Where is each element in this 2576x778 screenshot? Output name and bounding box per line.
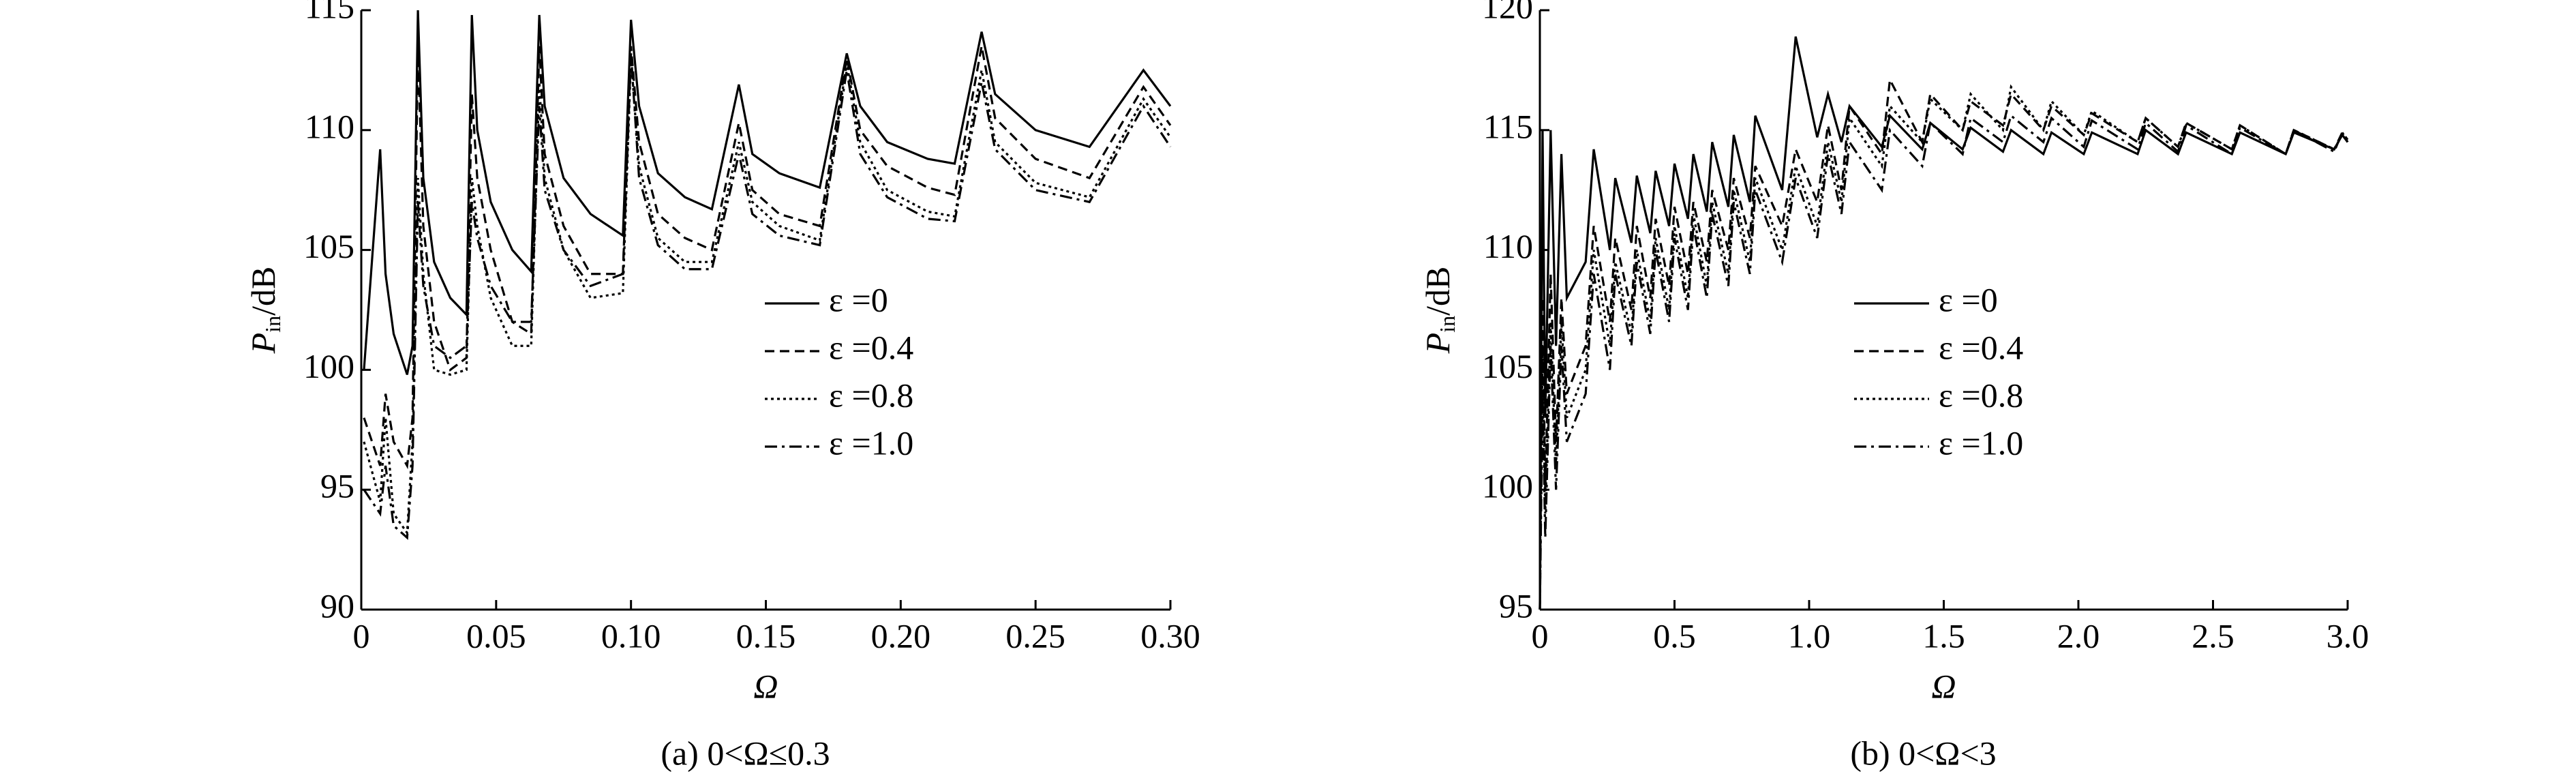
legend-label: ε =0 bbox=[1939, 280, 1998, 318]
x-tick-label: 0.15 bbox=[736, 616, 796, 655]
y-axis-label: Pin/dB bbox=[1419, 267, 1459, 355]
series-line bbox=[1539, 113, 2349, 610]
y-tick-label: 115 bbox=[305, 0, 354, 25]
y-tick-label: 105 bbox=[1482, 347, 1533, 385]
y-tick-label: 120 bbox=[1482, 0, 1533, 25]
x-tick-label: 0.30 bbox=[1140, 616, 1200, 655]
y-label-subscript: in bbox=[260, 316, 285, 333]
series-line bbox=[363, 53, 1172, 540]
y-tick-label: 95 bbox=[1499, 586, 1533, 625]
y-label-symbol: P bbox=[244, 333, 282, 355]
series-line bbox=[1539, 36, 2349, 610]
legend-label: ε =0.8 bbox=[829, 376, 913, 414]
x-tick-label: 0 bbox=[353, 616, 370, 655]
legend-label: ε =0.8 bbox=[1939, 376, 2023, 414]
series-line bbox=[363, 46, 1172, 470]
y-label-subscript: in bbox=[1435, 316, 1459, 333]
y-tick-label: 115 bbox=[1483, 107, 1533, 145]
y-axis-label: Pin/dB bbox=[244, 267, 285, 355]
series-line bbox=[1539, 84, 2349, 610]
x-axis-label: Ω bbox=[1931, 667, 1956, 705]
x-tick-label: 0.25 bbox=[1005, 616, 1065, 655]
x-tick-label: 0 bbox=[1532, 616, 1549, 655]
y-label-unit: /dB bbox=[1419, 267, 1457, 316]
x-tick-label: 3.0 bbox=[2327, 616, 2369, 655]
y-label-symbol: P bbox=[1419, 333, 1457, 355]
y-tick-label: 110 bbox=[1483, 227, 1533, 265]
x-axis-label: Ω bbox=[753, 667, 778, 705]
x-tick-label: 0.10 bbox=[601, 616, 661, 655]
x-tick-label: 2.5 bbox=[2192, 616, 2234, 655]
series-line bbox=[363, 10, 1172, 375]
legend-label: ε =1.0 bbox=[1939, 423, 2023, 462]
x-tick-label: 1.5 bbox=[1922, 616, 1965, 655]
x-tick-label: 2.0 bbox=[2057, 616, 2100, 655]
legend-label: ε =0 bbox=[829, 280, 888, 318]
y-tick-label: 110 bbox=[305, 107, 354, 145]
y-tick-label: 105 bbox=[303, 227, 354, 265]
caption: (a) 0<Ω≤0.3 bbox=[661, 734, 830, 772]
x-tick-label: 0.05 bbox=[466, 616, 526, 655]
y-tick-label: 95 bbox=[320, 467, 354, 505]
x-tick-label: 0.20 bbox=[871, 616, 931, 655]
caption: (b) 0<Ω<3 bbox=[1850, 734, 1996, 772]
legend-label: ε =1.0 bbox=[829, 423, 913, 462]
legend-label: ε =0.4 bbox=[1939, 328, 2023, 366]
x-tick-label: 0.5 bbox=[1653, 616, 1696, 655]
y-tick-label: 90 bbox=[320, 586, 354, 625]
legend-label: ε =0.4 bbox=[829, 328, 913, 366]
series-line bbox=[363, 58, 1172, 537]
y-tick-label: 100 bbox=[303, 347, 354, 385]
y-tick-label: 100 bbox=[1482, 467, 1533, 505]
x-tick-label: 1.0 bbox=[1788, 616, 1831, 655]
y-label-unit: /dB bbox=[244, 267, 282, 316]
